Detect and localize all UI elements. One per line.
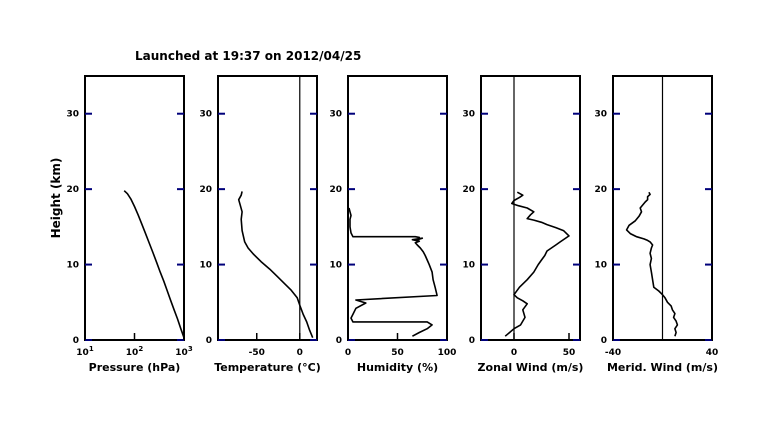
- panel-pressure: 0 10 20 30 101 102 103 Pressure (hPa): [66, 75, 193, 374]
- panel-zonal-wind: 0 10 20 30 0 50 Zonal Wind (m/s): [462, 75, 584, 374]
- x-tick-label: 102: [126, 345, 144, 358]
- y-tick-label: 20: [462, 185, 475, 195]
- y-tick-label: 30: [66, 110, 79, 120]
- y-axis-label: Height (km): [49, 158, 63, 239]
- series-line-zonal-wind: [504, 191, 570, 337]
- series-line-humidity: [348, 207, 438, 337]
- series-line-pressure: [123, 190, 185, 338]
- y-tick-label: 10: [329, 261, 342, 271]
- y-tick-label: 0: [601, 336, 607, 346]
- y-tick-label: 10: [66, 261, 79, 271]
- y-tick-label: 30: [329, 110, 342, 120]
- x-tick-label: 40: [706, 348, 719, 358]
- x-axis-label-temperature: Temperature (°C): [214, 361, 321, 374]
- y-tick-label: 10: [199, 261, 212, 271]
- x-axis-label-humidity: Humidity (%): [357, 361, 438, 374]
- y-tick-label: 10: [462, 261, 475, 271]
- y-tick-label: 30: [199, 110, 212, 120]
- y-tick-label: 0: [206, 336, 212, 346]
- x-axis-label-zonal-wind: Zonal Wind (m/s): [478, 361, 584, 374]
- chart-title: Launched at 19:37 on 2012/04/25: [135, 49, 361, 63]
- x-tick-exponent: 3: [188, 345, 193, 353]
- y-tick-label: 20: [199, 185, 212, 195]
- panel-temperature: 0 10 20 30 -50 0 Temperature (°C): [199, 75, 321, 374]
- x-tick-label: -40: [605, 348, 621, 358]
- x-tick-label: 50: [563, 348, 576, 358]
- y-tick-label: 20: [594, 185, 607, 195]
- x-axis-label-pressure: Pressure (hPa): [89, 361, 181, 374]
- x-tick-label: 0: [297, 348, 303, 358]
- y-tick-label: 30: [594, 110, 607, 120]
- x-tick-exponent: 2: [138, 345, 143, 353]
- panel-frame: [480, 75, 581, 341]
- y-tick-label: 30: [462, 110, 475, 120]
- x-tick-label: 50: [391, 348, 404, 358]
- x-tick-label: 100: [438, 348, 457, 358]
- y-tick-label: 20: [329, 185, 342, 195]
- series-line-meridional-wind: [625, 191, 679, 337]
- y-tick-label: 10: [594, 261, 607, 271]
- series-line-temperature: [237, 191, 314, 339]
- panel-frame: [217, 75, 318, 341]
- x-tick-label: 103: [175, 345, 193, 358]
- x-tick-label: 0: [345, 348, 351, 358]
- y-tick-label: 0: [73, 336, 79, 346]
- x-tick-label: 101: [76, 345, 94, 358]
- y-tick-label: 0: [336, 336, 342, 346]
- panel-meridional-wind: 0 10 20 30 -40 40 Merid. Wind (m/s): [594, 75, 719, 374]
- y-tick-label: 20: [66, 185, 79, 195]
- x-axis-label-meridional-wind: Merid. Wind (m/s): [607, 361, 718, 374]
- y-tick-label: 0: [469, 336, 475, 346]
- x-tick-label: -50: [249, 348, 265, 358]
- x-tick-exponent: 1: [89, 345, 94, 353]
- x-tick-label: 0: [511, 348, 517, 358]
